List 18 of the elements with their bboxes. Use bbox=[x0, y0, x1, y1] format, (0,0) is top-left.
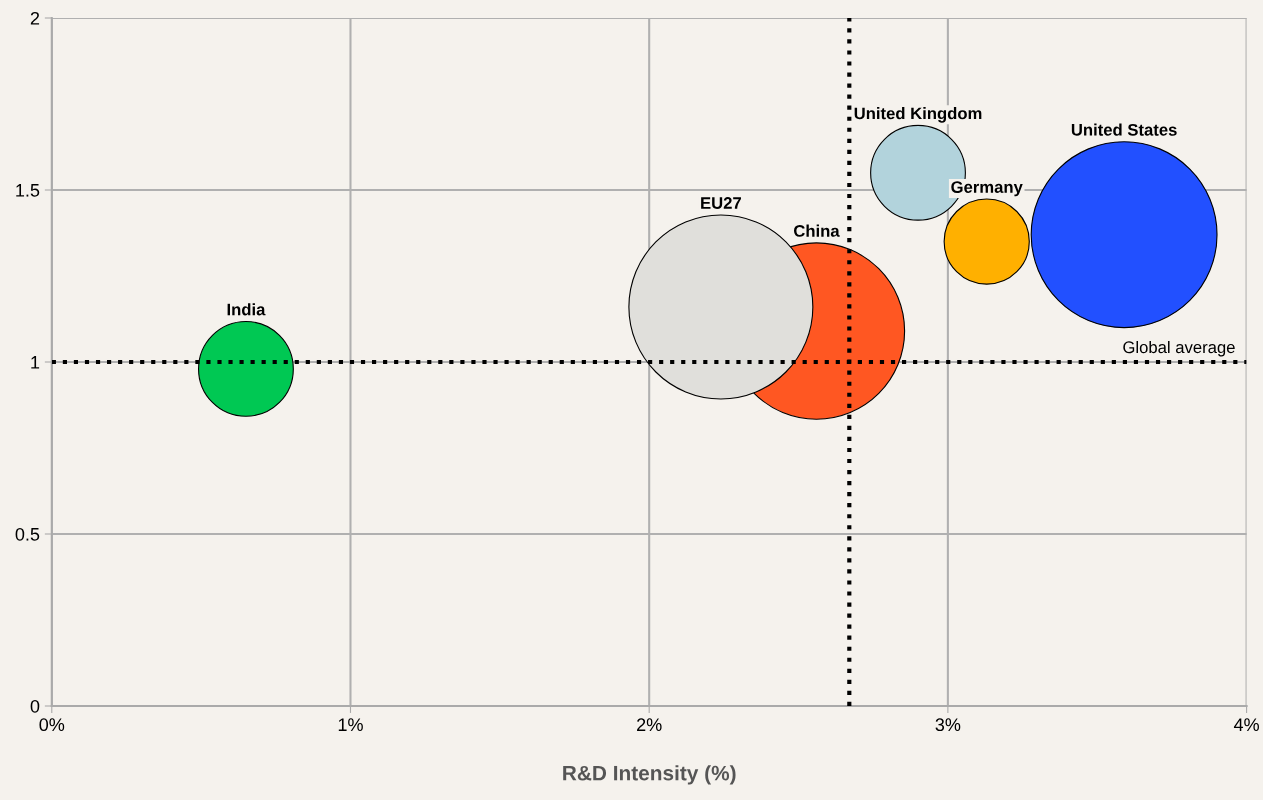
series-label: China bbox=[793, 224, 840, 237]
y-tick-label: 1.5 bbox=[16, 184, 40, 197]
x-axis-title: R&D Intensity (%) bbox=[563, 765, 736, 785]
y-tick-label: 0 bbox=[30, 699, 40, 713]
series-label: India bbox=[227, 303, 266, 316]
y-tick-label: 1 bbox=[31, 356, 40, 369]
y-tick-label: 2 bbox=[30, 11, 40, 25]
x-tick-label: 2% bbox=[637, 718, 662, 731]
x-tick-label: 1% bbox=[338, 718, 363, 731]
series-label: EU27 bbox=[701, 197, 741, 209]
x-tick-label: 3% bbox=[935, 718, 961, 732]
series-label: United Kingdom bbox=[854, 107, 982, 123]
series-label: Germany bbox=[951, 181, 1023, 197]
ref-line-label: Global average bbox=[1123, 340, 1235, 357]
x-tick-label: 4% bbox=[1233, 718, 1259, 731]
y-tick-label: 0.5 bbox=[15, 527, 40, 541]
series-label: United States bbox=[1071, 123, 1177, 136]
x-tick-label: 0% bbox=[39, 718, 65, 732]
